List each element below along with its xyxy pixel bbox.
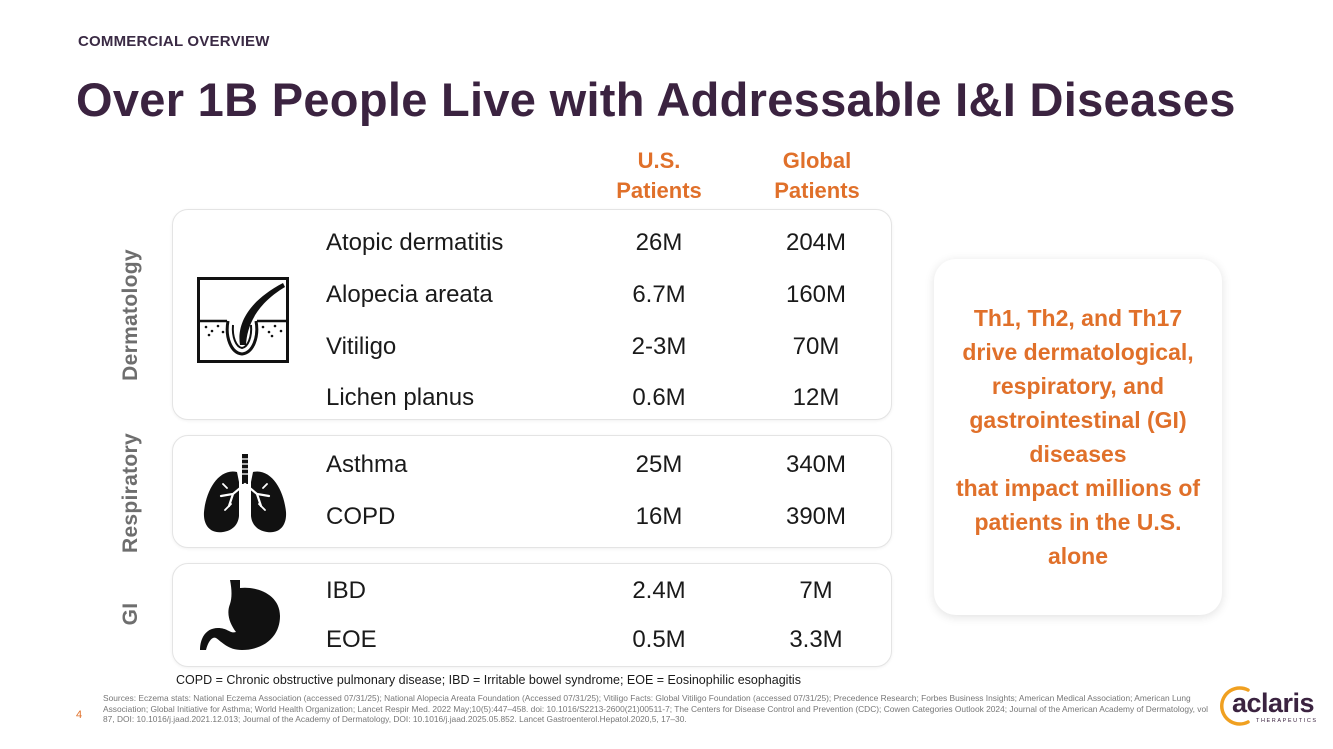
table-row: Alopecia areata 6.7M 160M	[0, 280, 1333, 310]
page-title: Over 1B People Live with Addressable I&I…	[76, 73, 1236, 126]
us-patients-header: U.S. Patients	[594, 146, 724, 206]
stomach-icon	[200, 580, 280, 650]
global-patients-value: 12M	[792, 384, 840, 411]
disease-name: IBD	[326, 577, 367, 604]
us-header-line1: U.S.	[637, 148, 681, 173]
global-header-line1: Global	[782, 148, 852, 173]
disease-name: EOE	[326, 626, 377, 653]
table-row: Vitiligo 2-3M 70M	[0, 332, 1333, 362]
global-patients-value: 340M	[785, 451, 847, 478]
section-eyebrow: COMMERCIAL OVERVIEW	[78, 33, 270, 50]
sources-footnote: Sources: Eczema stats: National Eczema A…	[103, 693, 1209, 724]
global-patients-value: 390M	[785, 503, 847, 530]
global-patients-value: 70M	[792, 333, 840, 360]
hair-follicle-icon	[197, 277, 289, 363]
dermatology-panel	[172, 209, 892, 420]
us-header-line2: Patients	[616, 178, 702, 203]
logo-wordmark: aclaris	[1232, 688, 1315, 718]
table-row: COPD 16M 390M	[0, 502, 1333, 532]
disease-name: Vitiligo	[326, 333, 397, 360]
callout-text: Th1, Th2, and Th17 drive dermatological,…	[955, 305, 1201, 569]
us-patients-value: 0.5M	[632, 626, 686, 653]
disease-name: Asthma	[326, 451, 408, 478]
us-patients-value: 26M	[635, 229, 683, 256]
us-patients-value: 16M	[635, 503, 683, 530]
global-patients-value: 3.3M	[789, 626, 843, 653]
abbreviations-note: COPD = Chronic obstructive pulmonary dis…	[176, 673, 801, 687]
us-patients-value: 2.4M	[632, 577, 686, 604]
global-patients-value: 204M	[785, 229, 847, 256]
logo-subtitle: THERAPEUTICS	[1256, 718, 1318, 724]
us-patients-value: 2-3M	[631, 333, 687, 360]
page-number: 4	[76, 709, 83, 721]
global-patients-value: 7M	[799, 577, 833, 604]
lungs-icon	[203, 454, 287, 533]
us-patients-value: 0.6M	[632, 384, 686, 411]
global-patients-header: Global Patients	[752, 146, 882, 206]
us-patients-value: 25M	[635, 451, 683, 478]
table-row: EOE 0.5M 3.3M	[0, 625, 1333, 655]
table-row: Atopic dermatitis 26M 204M	[0, 228, 1333, 258]
logo-arc-icon	[1220, 686, 1250, 726]
disease-name: Atopic dermatitis	[326, 229, 504, 256]
global-patients-value: 160M	[785, 281, 847, 308]
disease-name: Alopecia areata	[326, 281, 493, 308]
table-row: IBD 2.4M 7M	[0, 576, 1333, 606]
disease-name: COPD	[326, 503, 396, 530]
table-row: Lichen planus 0.6M 12M	[0, 383, 1333, 413]
us-patients-value: 6.7M	[632, 281, 686, 308]
aclaris-logo: aclaris THERAPEUTICS	[1218, 684, 1316, 728]
global-header-line2: Patients	[774, 178, 860, 203]
respiratory-panel	[172, 435, 892, 548]
callout-box: Th1, Th2, and Th17 drive dermatological,…	[934, 259, 1222, 615]
disease-name: Lichen planus	[326, 384, 475, 411]
table-row: Asthma 25M 340M	[0, 450, 1333, 480]
gi-panel	[172, 563, 892, 667]
